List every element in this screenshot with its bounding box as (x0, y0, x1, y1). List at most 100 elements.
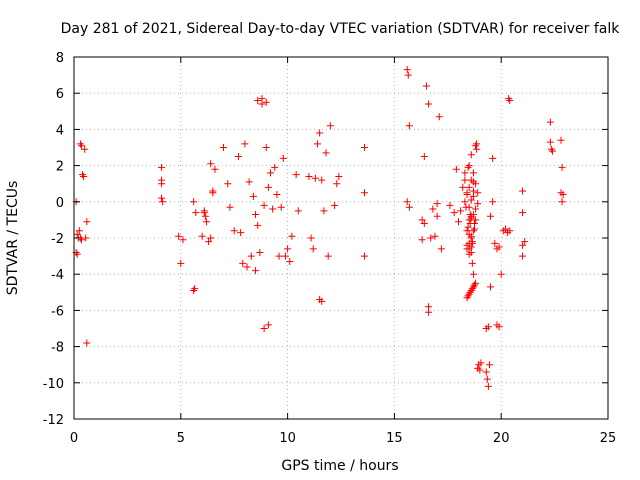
x-axis-title: GPS time / hours (281, 458, 398, 474)
data-point (405, 203, 413, 211)
data-point (360, 189, 368, 197)
data-point (247, 252, 255, 260)
data-point (190, 198, 198, 206)
x-tick-label: 25 (600, 431, 617, 446)
data-point (461, 198, 469, 206)
data-point (294, 207, 302, 215)
data-point (405, 122, 413, 130)
data-point (485, 361, 493, 369)
data-point (237, 229, 245, 237)
data-point (281, 252, 289, 260)
y-tick-label: -2 (51, 232, 64, 247)
x-tick-label: 10 (279, 431, 296, 446)
data-point (506, 227, 514, 235)
data-point (316, 129, 324, 137)
data-point (254, 96, 262, 104)
y-tick-label: 6 (56, 87, 64, 102)
data-point (468, 259, 476, 267)
data-point (311, 174, 319, 182)
data-point (305, 172, 313, 180)
x-tick-label: 20 (493, 431, 510, 446)
data-point (484, 382, 492, 390)
data-point (506, 96, 514, 104)
data-point (177, 259, 185, 267)
data-point (452, 165, 460, 173)
data-point (497, 270, 505, 278)
data-point (468, 285, 476, 293)
data-point (467, 232, 475, 240)
data-point (198, 232, 206, 240)
data-point (275, 252, 283, 260)
y-tick-labels: -12 -10 -8 -6 -4 -2 0 2 4 6 8 (43, 51, 64, 428)
data-point (158, 163, 166, 171)
y-tick-label: -8 (51, 341, 64, 356)
data-point (461, 169, 469, 177)
data-point (464, 223, 472, 231)
data-point (476, 366, 484, 374)
data-point (234, 153, 242, 161)
y-tick-label: 4 (56, 123, 64, 138)
y-tick-label: 2 (56, 160, 64, 175)
data-point (487, 212, 495, 220)
data-point (472, 205, 480, 213)
data-point (241, 140, 249, 148)
data-point (463, 191, 471, 199)
data-point (249, 192, 257, 200)
y-tick-label: -6 (51, 304, 64, 319)
data-point (252, 210, 260, 218)
data-point (79, 171, 87, 179)
data-point (262, 98, 270, 106)
data-point (273, 191, 281, 199)
data-point (205, 238, 213, 246)
data-point (493, 321, 501, 329)
data-point (472, 279, 480, 287)
data-point (501, 225, 509, 233)
data-point (505, 95, 513, 103)
data-point (83, 218, 91, 226)
x-tick-label: 0 (70, 431, 78, 446)
data-point (465, 183, 473, 191)
data-point (557, 136, 565, 144)
y-tick-label: -10 (43, 377, 64, 392)
data-point (81, 145, 89, 153)
data-point (519, 252, 527, 260)
data-point (477, 359, 485, 367)
data-point (420, 220, 428, 228)
data-point (482, 368, 490, 376)
y-tick-label: -4 (51, 268, 64, 283)
data-point (314, 140, 322, 148)
data-point (159, 198, 167, 206)
data-point (469, 210, 477, 218)
data-point (260, 325, 268, 332)
data-point (454, 218, 462, 226)
data-point (207, 234, 215, 242)
data-point (427, 234, 435, 242)
data-point (318, 176, 326, 184)
y-axis-title: SDTVAR / TECUs (5, 181, 21, 296)
y-tick-label: 0 (56, 196, 64, 211)
data-point (404, 71, 412, 79)
data-point (465, 290, 473, 298)
data-point (403, 198, 411, 206)
data-point (446, 201, 454, 209)
data-point (463, 245, 471, 253)
data-point (73, 250, 81, 258)
data-point (465, 162, 473, 170)
data-point (335, 172, 343, 180)
data-point (262, 144, 270, 151)
data-point (267, 169, 275, 177)
data-point (279, 154, 287, 162)
data-point (495, 243, 503, 251)
data-point (521, 238, 529, 246)
data-point (322, 149, 330, 157)
data-point (465, 250, 473, 258)
data-point (320, 207, 328, 215)
data-points (72, 66, 567, 390)
data-point (243, 263, 251, 271)
data-point (239, 259, 247, 267)
data-point (191, 285, 199, 293)
data-point (245, 178, 253, 186)
data-point (209, 189, 217, 197)
data-point (269, 205, 277, 213)
data-point (547, 145, 555, 153)
